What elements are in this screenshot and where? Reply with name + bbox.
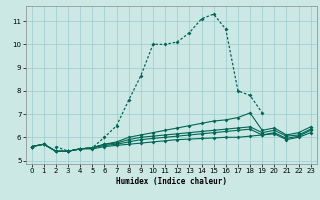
X-axis label: Humidex (Indice chaleur): Humidex (Indice chaleur) (116, 177, 227, 186)
